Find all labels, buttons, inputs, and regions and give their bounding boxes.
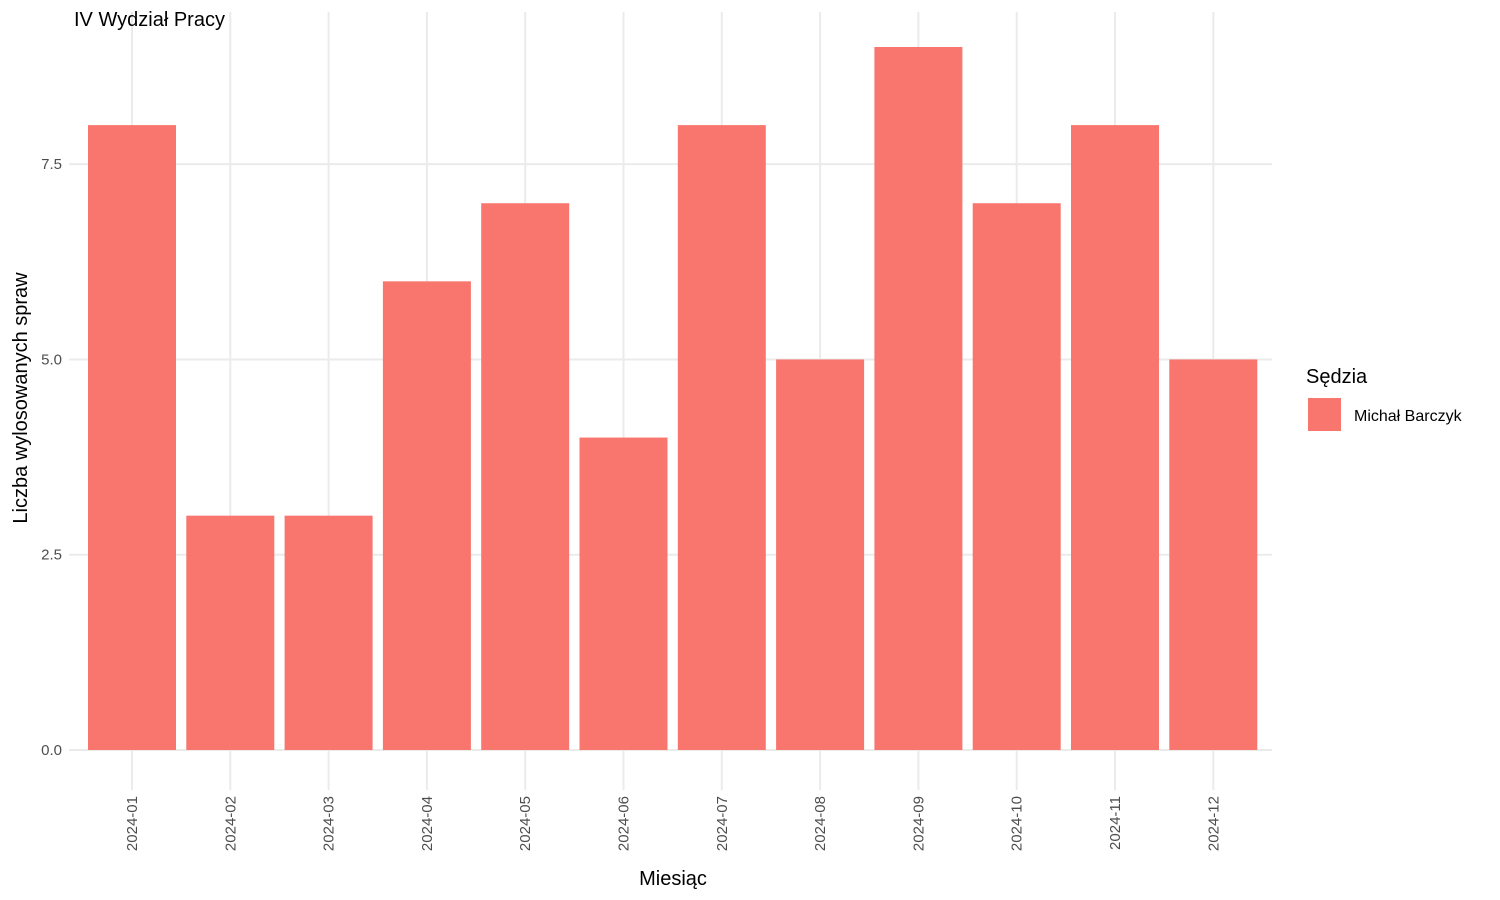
bar-2024-03	[284, 515, 373, 750]
x-axis-title: Miesiąc	[639, 868, 707, 890]
bar-2024-01	[88, 125, 176, 751]
bar-2024-02	[186, 515, 275, 750]
bars	[88, 47, 1258, 751]
x-tick-label: 2024-08	[812, 796, 829, 851]
x-tick-label: 2024-03	[321, 796, 338, 851]
legend-label-michal-barczyk: Michał Barczyk	[1354, 408, 1463, 425]
x-tick-label: 2024-01	[124, 796, 141, 851]
x-tick-label: 2024-05	[517, 796, 534, 851]
x-axis-ticks: 2024-01 2024-02 2024-03 2024-04 2024-05 2024-…	[124, 796, 1222, 851]
x-tick-label: 2024-02	[222, 796, 239, 851]
y-tick-label: 0.0	[41, 742, 62, 759]
x-tick-label: 2024-11	[1107, 796, 1124, 850]
y-tick-label: 7.5	[41, 156, 62, 173]
x-tick-label: 2024-12	[1205, 796, 1222, 851]
bar-2024-04	[382, 281, 471, 750]
x-tick-label: 2024-07	[714, 796, 731, 851]
bar-2024-10	[972, 203, 1061, 750]
legend-key-michal-barczyk	[1308, 398, 1341, 431]
bar-2024-11	[1071, 125, 1159, 751]
bar-2024-09	[874, 47, 963, 750]
y-tick-label: 2.5	[41, 547, 62, 564]
bar-2024-07	[677, 125, 766, 751]
x-tick-label: 2024-04	[419, 796, 436, 851]
bar-2024-12	[1169, 359, 1258, 750]
bar-2024-05	[481, 203, 570, 750]
legend: Sędzia Michał Barczyk	[1306, 366, 1463, 431]
chart-title: IV Wydział Pracy	[74, 9, 225, 31]
x-tick-label: 2024-09	[910, 796, 927, 851]
legend-title: Sędzia	[1306, 366, 1368, 388]
y-axis-ticks: 0.0 2.5 5.0 7.5	[41, 156, 62, 759]
bar-2024-06	[579, 437, 668, 750]
x-tick-label: 2024-06	[616, 796, 633, 851]
x-tick-label: 2024-10	[1009, 796, 1026, 851]
bar-2024-08	[776, 359, 865, 750]
y-tick-label: 5.0	[41, 351, 62, 368]
y-axis-title: Liczba wylosowanych spraw	[10, 272, 32, 524]
